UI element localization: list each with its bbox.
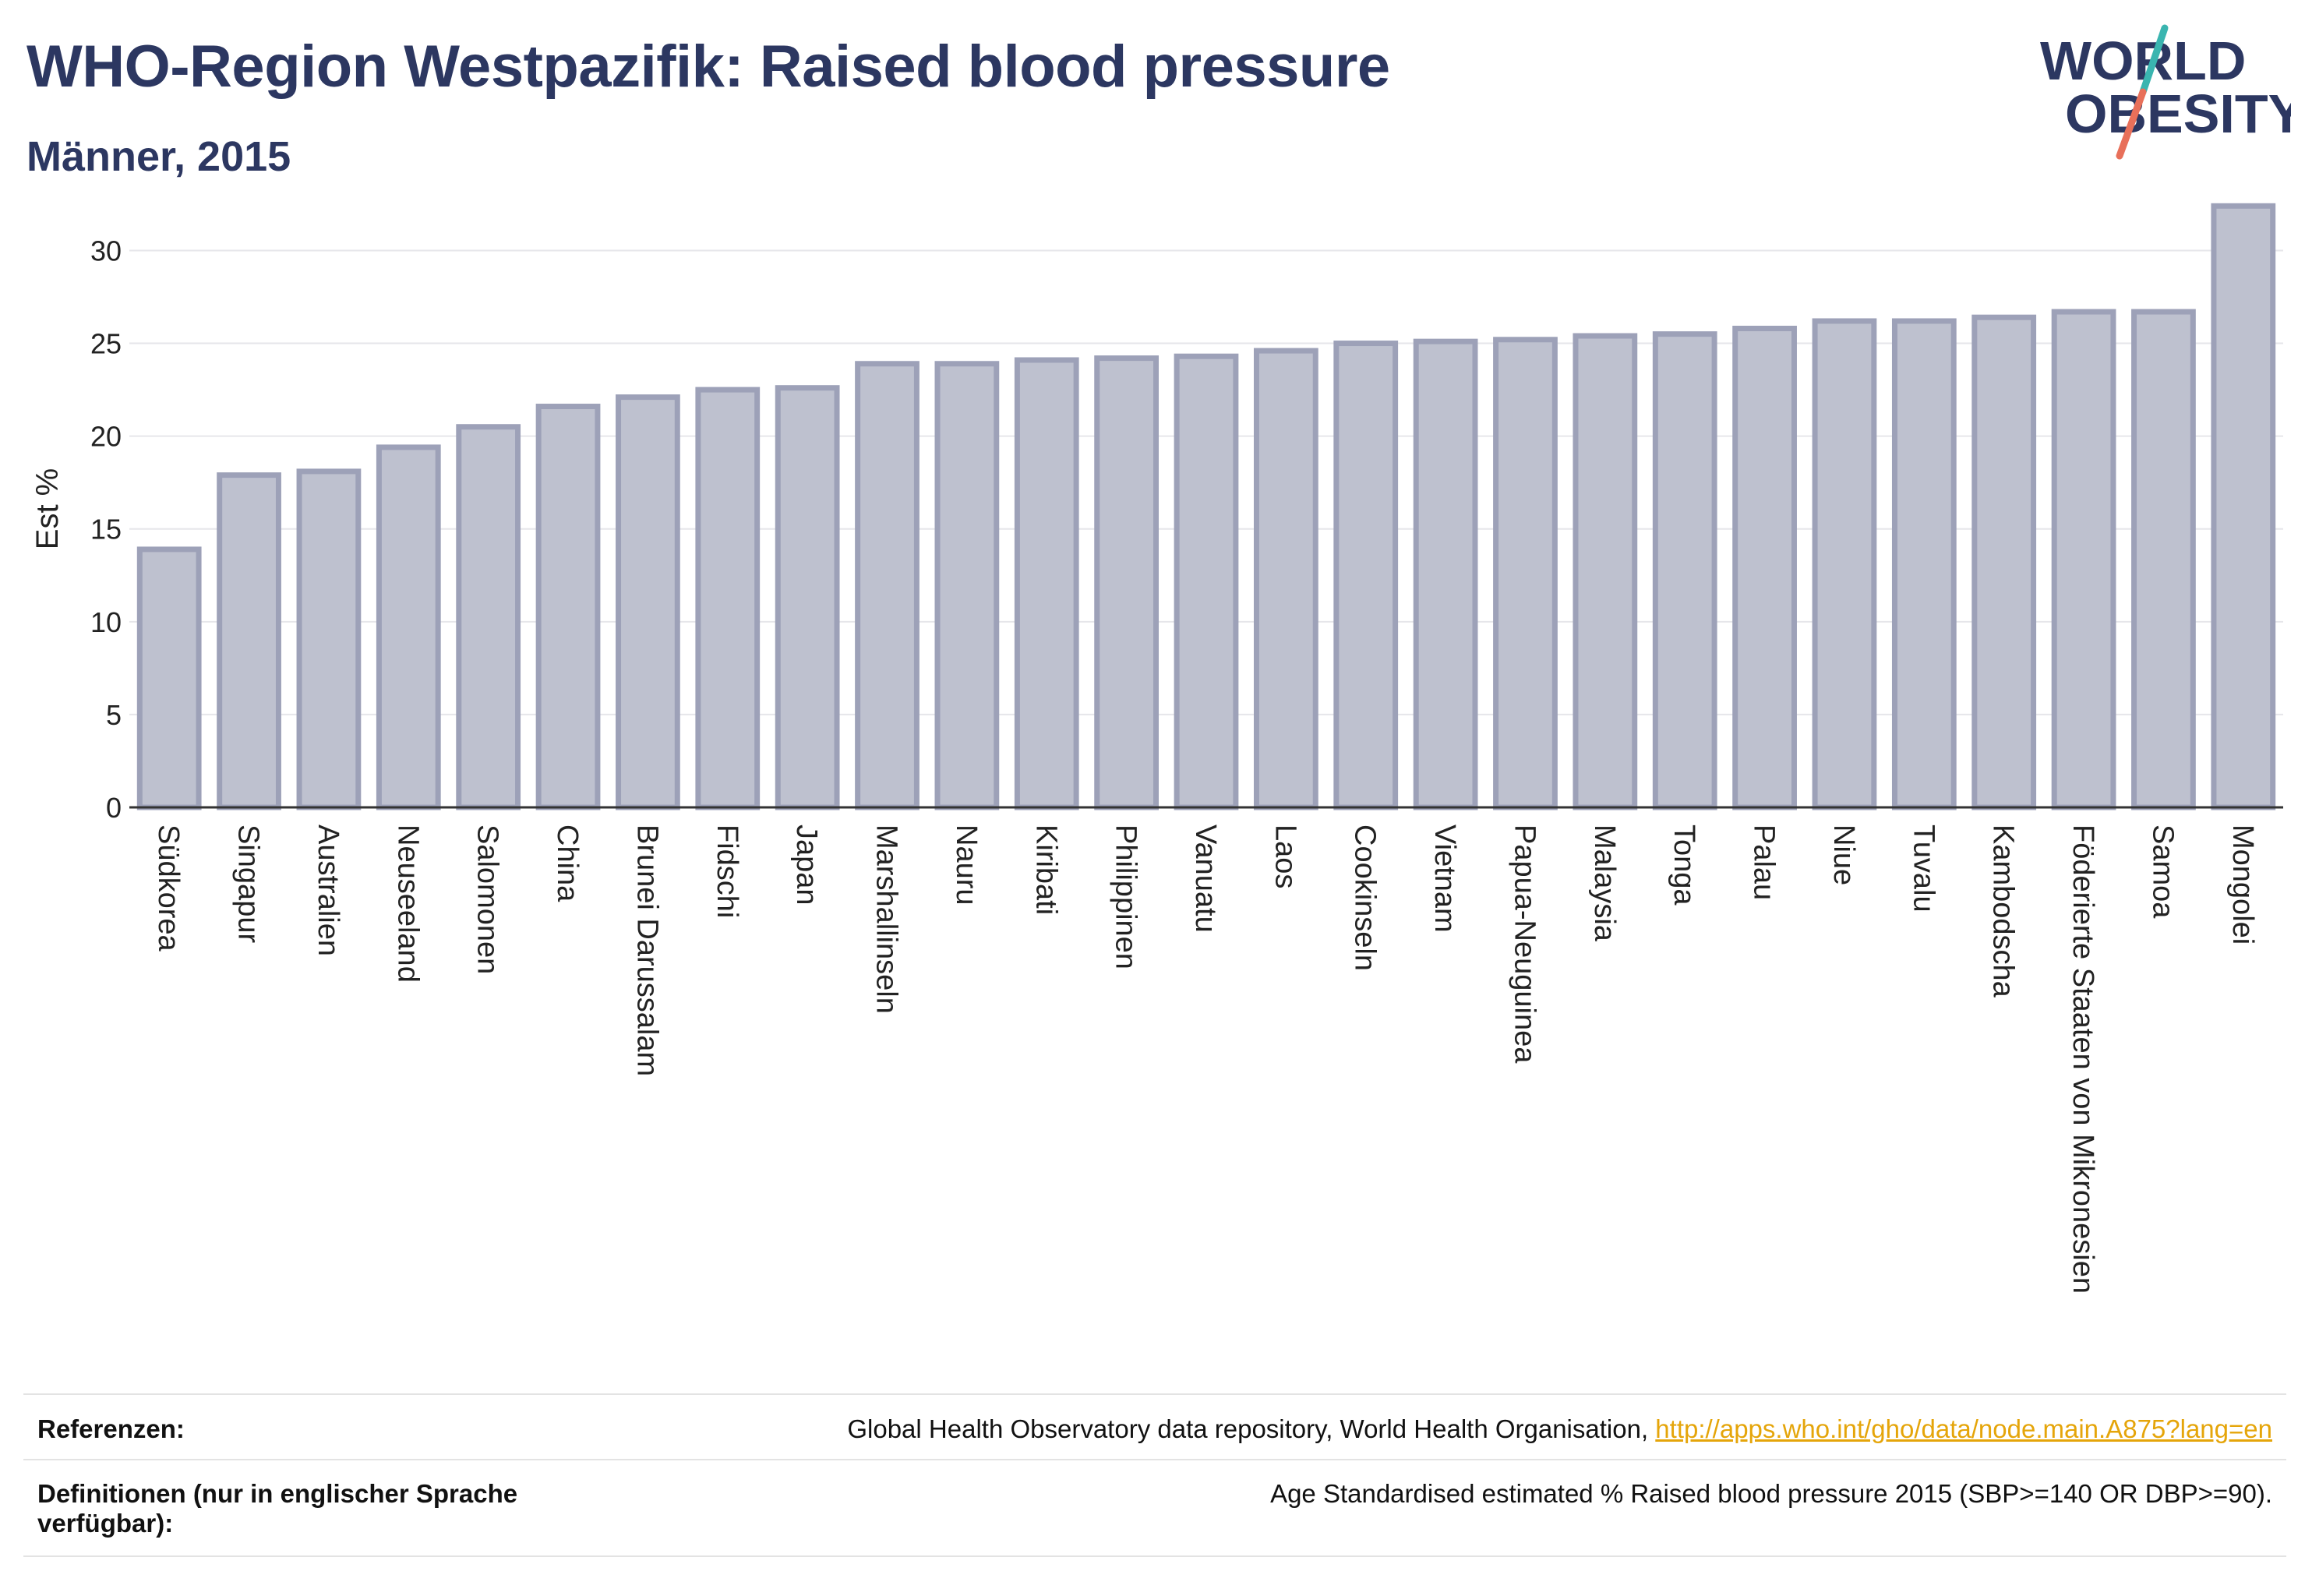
x-tick-label: Föderierte Staaten von Mikronesien xyxy=(2067,824,2099,1294)
bar xyxy=(1812,318,1877,810)
chart-title: WHO-Region Westpazifik: Raised blood pre… xyxy=(26,34,1390,100)
x-tick-label: Japan xyxy=(790,824,823,906)
x-tick-label: Malaysia xyxy=(1588,824,1621,942)
y-tick-label: 30 xyxy=(90,235,122,267)
footer-divider-top xyxy=(23,1393,2286,1395)
bar xyxy=(695,387,761,810)
footer-divider-bottom xyxy=(23,1555,2286,1557)
bar xyxy=(934,361,1000,810)
bar xyxy=(1174,353,1239,810)
bar xyxy=(535,404,601,810)
definitions-label-line-2: verfügbar): xyxy=(37,1509,174,1538)
x-tick-label: Laos xyxy=(1269,824,1301,888)
x-tick-label: Kambodscha xyxy=(1987,824,2020,998)
bar xyxy=(1413,338,1478,810)
x-tick-label: Nauru xyxy=(950,824,983,906)
bar xyxy=(296,468,362,810)
x-tick-label: Mongolei xyxy=(2226,824,2259,945)
references-label: Referenzen: xyxy=(37,1414,185,1443)
y-tick-label: 5 xyxy=(106,699,122,731)
bar xyxy=(1971,314,2037,810)
bar xyxy=(2211,203,2276,810)
bar xyxy=(136,546,202,810)
x-tick-label: Vanuatu xyxy=(1189,824,1222,933)
logo-slash-coral xyxy=(2116,88,2147,160)
bar xyxy=(2131,309,2196,810)
x-tick-label: Brunei Darussalam xyxy=(630,824,663,1076)
y-tick-label: 15 xyxy=(90,514,122,546)
world-obesity-logo: WORLD OBESITY xyxy=(2040,24,2291,160)
x-tick-label: Singapur xyxy=(232,824,265,943)
x-tick-label: Papua-Neuguinea xyxy=(1508,824,1541,1064)
bar xyxy=(1891,318,1957,810)
logo-slash-teal xyxy=(2139,24,2169,96)
bar xyxy=(1253,348,1318,810)
y-axis-title: Est % xyxy=(30,468,65,549)
chart-subtitle: Männer, 2015 xyxy=(26,133,291,180)
bar xyxy=(376,444,441,810)
bar-chart: 0 5 10 15 20 25 30 Est % Südkorea Singapur Austral… xyxy=(30,203,2283,1294)
x-tick-label: Tuvalu xyxy=(1907,824,1940,913)
bar xyxy=(2051,309,2116,810)
definitions-label: Definitionen (nur in englischer Sprache … xyxy=(37,1479,517,1538)
x-tick-label: Marshallinseln xyxy=(870,824,903,1014)
x-tick-label: Salomonen xyxy=(471,824,504,974)
x-tick-label: Australien xyxy=(312,824,344,956)
y-tick-label: 10 xyxy=(90,606,122,638)
y-tick-label: 20 xyxy=(90,421,122,453)
x-tick-label: Vietnam xyxy=(1428,824,1461,933)
x-tick-label: Philippinen xyxy=(1110,824,1142,969)
bar xyxy=(1094,355,1160,810)
bar xyxy=(456,424,521,810)
bar xyxy=(1493,337,1558,810)
y-tick-label: 25 xyxy=(90,328,122,360)
x-tick-label: Cookinseln xyxy=(1349,824,1382,971)
x-tick-label: Samoa xyxy=(2146,824,2179,919)
y-tick-label: 0 xyxy=(106,792,122,824)
bar xyxy=(1573,333,1638,810)
bar xyxy=(855,361,920,810)
x-tick-label: Tonga xyxy=(1668,824,1700,906)
bar xyxy=(1652,331,1717,810)
references-link[interactable]: http://apps.who.int/gho/data/node.main.A… xyxy=(1655,1414,2272,1443)
logo-line-2: OBESITY xyxy=(2065,83,2291,144)
x-tick-label: Südkorea xyxy=(152,824,185,952)
bar xyxy=(1732,325,1797,810)
bar xyxy=(1333,341,1399,810)
x-tick-label: Palau xyxy=(1748,824,1781,900)
x-tick-label: China xyxy=(551,824,584,902)
bar xyxy=(616,394,680,810)
x-tick-label: Fidschi xyxy=(711,824,743,918)
definitions-text: Age Standardised estimated % Raised bloo… xyxy=(1270,1479,2272,1508)
references-text: Global Health Observatory data repositor… xyxy=(847,1414,2272,1444)
x-tick-label: Niue xyxy=(1827,824,1860,885)
footer-divider-mid xyxy=(23,1459,2286,1460)
x-tick-label: Kiribati xyxy=(1029,824,1062,915)
bar xyxy=(1014,357,1079,810)
references-source: Global Health Observatory data repositor… xyxy=(847,1414,1656,1443)
definitions-label-line-1: Definitionen (nur in englischer Sprache xyxy=(37,1479,518,1508)
bar xyxy=(217,472,281,810)
x-tick-label: Neuseeland xyxy=(391,824,424,983)
bar xyxy=(775,385,840,810)
